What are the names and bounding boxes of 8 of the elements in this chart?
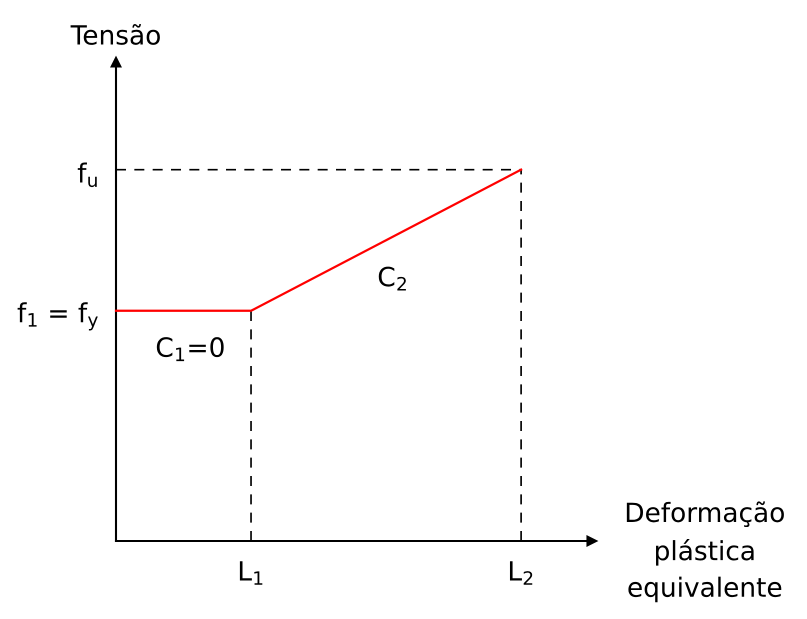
annotation: C$_{2}$ — [378, 266, 406, 291]
series-label: f$_{1}$ = f$_{y}$ — [18, 302, 98, 330]
x-tick-label: L$_{1}$ — [240, 561, 262, 585]
series-label: f$_{u}$ — [78, 162, 97, 188]
annotation: C$_{1}$=0 — [156, 337, 224, 362]
y-axis-title: Tensão — [70, 24, 160, 45]
x-tick-label: L$_{2}$ — [510, 561, 532, 585]
x-axis-title: Deformação plástica equivalente — [626, 501, 784, 602]
